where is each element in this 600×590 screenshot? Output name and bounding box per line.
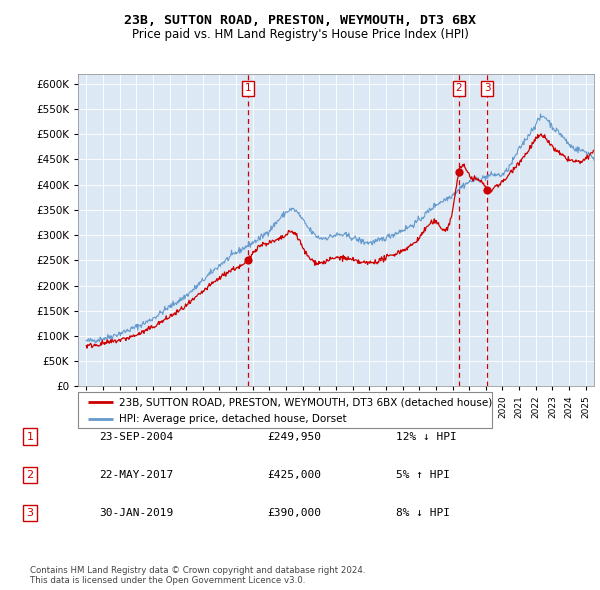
Text: 2: 2 (455, 83, 462, 93)
Text: 1: 1 (245, 83, 251, 93)
Text: 8% ↓ HPI: 8% ↓ HPI (396, 509, 450, 518)
Text: 2: 2 (26, 470, 34, 480)
Text: £425,000: £425,000 (267, 470, 321, 480)
Text: Price paid vs. HM Land Registry's House Price Index (HPI): Price paid vs. HM Land Registry's House … (131, 28, 469, 41)
Point (482, 185, 492, 195)
Text: 23B, SUTTON ROAD, PRESTON, WEYMOUTH, DT3 6BX: 23B, SUTTON ROAD, PRESTON, WEYMOUTH, DT3… (124, 14, 476, 27)
Text: Contains HM Land Registry data © Crown copyright and database right 2024.
This d: Contains HM Land Registry data © Crown c… (30, 566, 365, 585)
Text: 23-SEP-2004: 23-SEP-2004 (99, 432, 173, 441)
Text: £390,000: £390,000 (267, 509, 321, 518)
Text: 30-JAN-2019: 30-JAN-2019 (99, 509, 173, 518)
Text: 23B, SUTTON ROAD, PRESTON, WEYMOUTH, DT3 6BX (detached house): 23B, SUTTON ROAD, PRESTON, WEYMOUTH, DT3… (119, 397, 493, 407)
Text: £249,950: £249,950 (267, 432, 321, 441)
Text: 22-MAY-2017: 22-MAY-2017 (99, 470, 173, 480)
Point (244, 255, 253, 265)
Text: HPI: Average price, detached house, Dorset: HPI: Average price, detached house, Dors… (119, 414, 347, 424)
Text: 1: 1 (26, 432, 34, 441)
Point (454, 168, 464, 177)
Text: 3: 3 (484, 83, 490, 93)
Text: 12% ↓ HPI: 12% ↓ HPI (396, 432, 457, 441)
Text: 3: 3 (26, 509, 34, 518)
Text: 5% ↑ HPI: 5% ↑ HPI (396, 470, 450, 480)
